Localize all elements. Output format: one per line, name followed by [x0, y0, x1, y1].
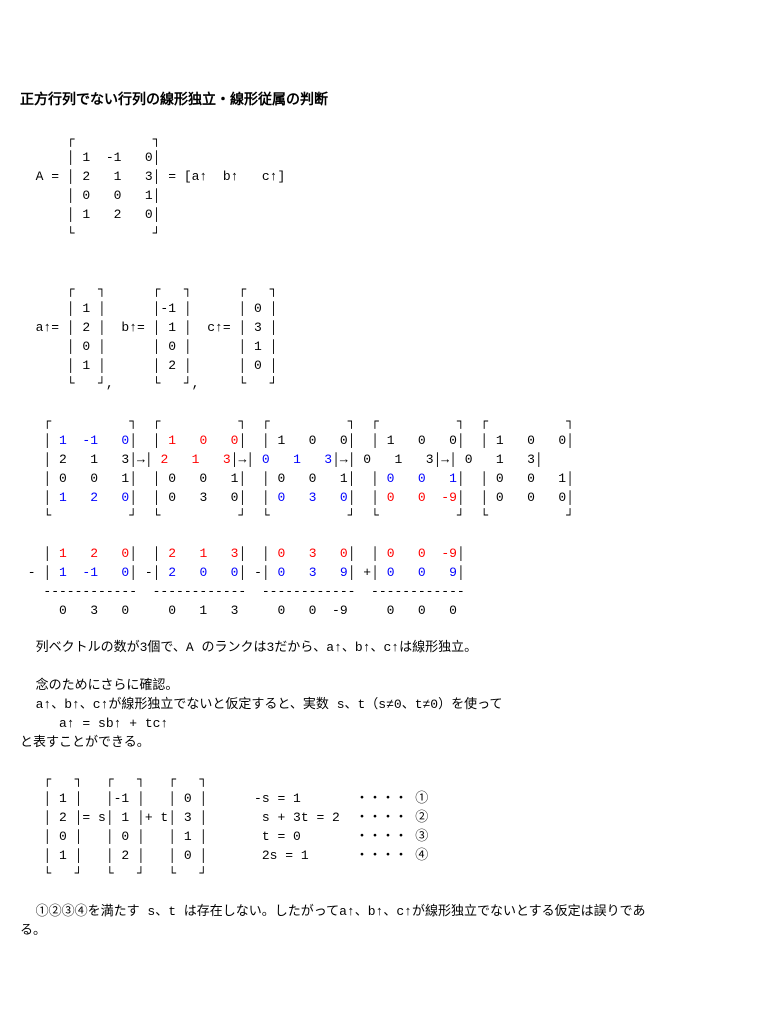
text-2: 念のためにさらに確認。 — [20, 678, 178, 693]
rref-m4-r3: 0 0 1 — [387, 471, 457, 486]
rref-r1c: │ │ 1 0 0│ │ 1 0 0│ │ 1 0 0│ — [238, 433, 573, 448]
rref-r4b: │ │ 0 3 0│ │ — [129, 490, 277, 505]
text-5: と表すことができる。 — [20, 735, 150, 750]
sub-res: 0 3 0 0 1 3 0 0 -9 0 0 0 — [20, 603, 457, 618]
rref-r3b: │ │ 0 0 1│ — [457, 471, 574, 486]
sub-c2: 0 3 9 — [277, 565, 347, 580]
rref-m4-r4: 0 0 -9 — [387, 490, 457, 505]
sys-bot: └ ┘ └ ┘ └ ┘ — [20, 866, 207, 881]
sub-r2d: │ +│ — [348, 565, 387, 580]
sub-r2c: │ -│ — [238, 565, 277, 580]
vec-abc-r3: │ 0 │ │ 0 │ │ 1 │ — [20, 339, 277, 354]
matrix-A-r3: │ 0 0 1│ — [20, 188, 160, 203]
rref-bot: └ ┘ └ ┘ └ ┘ └ ┘ └ ┘ — [20, 508, 574, 523]
rref-m2-r1: 1 0 0 — [168, 433, 238, 448]
text-6: ①②③④を満たす s、t は存在しない。したがってa↑、b↑、c↑が線形独立でな… — [20, 904, 645, 919]
vec-abc-r2: a↑= │ 2 │ b↑= │ 1 │ c↑= │ 3 │ — [20, 320, 277, 335]
rref-r1a: │ — [20, 433, 59, 448]
sub-b1: 2 1 3 — [168, 546, 238, 561]
text-1: 列ベクトルの数が3個で、A のランクは3だから、a↑、b↑、c↑は線形独立。 — [20, 640, 477, 655]
rref-r4a: │ — [20, 490, 59, 505]
sub-rule: ------------ ------------ ------------ -… — [20, 584, 465, 599]
matrix-A-r4: │ 1 2 0│ — [20, 207, 160, 222]
sub-r2b: │ -│ — [129, 565, 168, 580]
sub-r1d: │ │ — [348, 546, 387, 561]
sub-c1: 0 3 0 — [277, 546, 347, 561]
sub-r1e: │ — [457, 546, 465, 561]
sub-r1a: │ — [20, 546, 59, 561]
text-3: a↑、b↑、c↑が線形独立でないと仮定すると、実数 s、t（s≠0、t≠0）を使… — [20, 697, 502, 712]
sub-b2: 2 0 0 — [168, 565, 238, 580]
vec-abc-r1: │ 1 │ │-1 │ │ 0 │ — [20, 301, 277, 316]
rref-top: ┌ ┐ ┌ ┐ ┌ ┐ ┌ ┐ ┌ ┐ — [20, 414, 574, 429]
rref-r2b: │→│ — [231, 452, 262, 467]
rref-r1b: │ │ — [129, 433, 168, 448]
rref-r4d: │ │ 0 0 0│ — [457, 490, 574, 505]
sub-d1: 0 0 -9 — [387, 546, 457, 561]
sys-r2: │ 2 │= s│ 1 │+ t│ 3 │ s + 3t = 2 ・・・・ ② — [20, 810, 428, 825]
sub-d2: 0 0 9 — [387, 565, 457, 580]
sub-r2e: │ — [457, 565, 465, 580]
sys-top: ┌ ┐ ┌ ┐ ┌ ┐ — [20, 772, 207, 787]
rref-r4c: │ │ — [348, 490, 387, 505]
sub-a1: 1 2 0 — [59, 546, 129, 561]
sys-r1: │ 1 │ │-1 │ │ 0 │ -s = 1 ・・・・ ① — [20, 791, 428, 806]
rref-r3a: │ 0 0 1│ │ 0 0 1│ │ 0 0 1│ │ — [20, 471, 387, 486]
text-7: る。 — [20, 923, 46, 938]
matrix-A-bot: └ ┘ — [20, 226, 160, 241]
rref-m1-r4: 1 2 0 — [59, 490, 129, 505]
matrix-A-r2: A = │ 2 1 3│ = [a↑ b↑ c↑] — [20, 169, 285, 184]
sys-r4: │ 1 │ │ 2 │ │ 0 │ 2s = 1 ・・・・ ④ — [20, 848, 428, 863]
sub-r1c: │ │ — [238, 546, 277, 561]
vec-abc-bot: └ ┘, └ ┘, └ ┘ — [20, 376, 277, 391]
sub-r2a: - │ — [20, 565, 59, 580]
sys-r3: │ 0 │ │ 0 │ │ 1 │ t = 0 ・・・・ ③ — [20, 829, 428, 844]
rref-m3-r2: 0 1 3 — [262, 452, 332, 467]
rref-r2c: │→│ 0 1 3│→│ 0 1 3│ — [332, 452, 543, 467]
vec-abc-r4: │ 1 │ │ 2 │ │ 0 │ — [20, 358, 277, 373]
sub-a2: 1 -1 0 — [59, 565, 129, 580]
rref-r2a: │ 2 1 3│→│ — [20, 452, 160, 467]
vec-abc-top: ┌ ┐ ┌ ┐ ┌ ┐ — [20, 282, 277, 297]
matrix-A-r1: │ 1 -1 0│ — [20, 150, 160, 165]
page-title: 正方行列でない行列の線形独立・線形従属の判断 — [20, 93, 328, 109]
rref-m3-r4: 0 3 0 — [277, 490, 347, 505]
text-4: a↑ = sb↑ + tc↑ — [20, 716, 168, 731]
rref-m1-r1: 1 -1 0 — [59, 433, 129, 448]
rref-m2-r2: 2 1 3 — [160, 452, 230, 467]
sub-r1b: │ │ — [129, 546, 168, 561]
matrix-A-top: ┌ ┐ — [20, 132, 160, 147]
